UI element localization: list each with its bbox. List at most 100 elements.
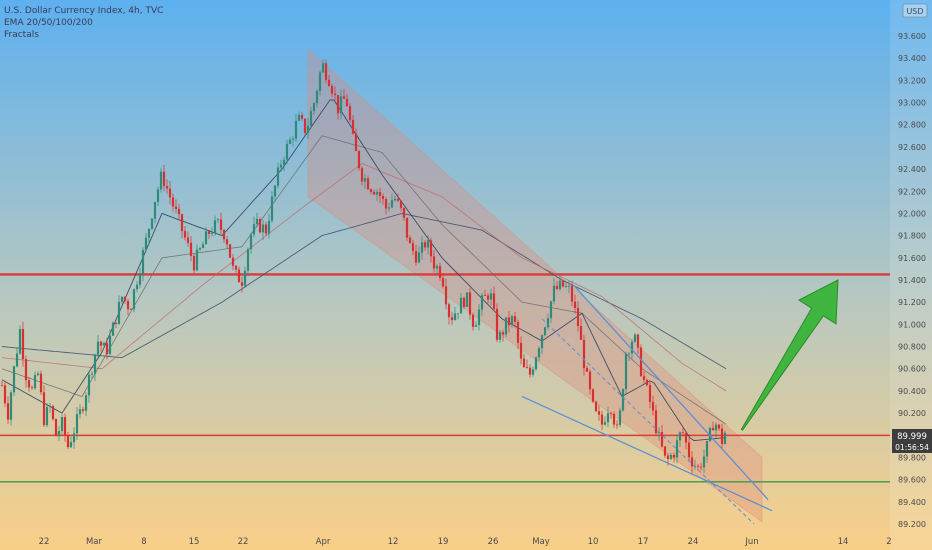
candle-body: [273, 185, 277, 197]
x-tick-label: 17: [638, 537, 649, 547]
candle-body: [576, 307, 580, 326]
x-tick-label: 8: [141, 537, 146, 547]
candle-body: [210, 232, 214, 234]
candle-body: [528, 367, 532, 375]
candle-body: [87, 374, 91, 396]
candle-body: [282, 159, 286, 165]
candle-body: [27, 380, 31, 388]
candle: [366, 175, 370, 190]
candle: [486, 292, 490, 304]
candle-body: [603, 422, 607, 425]
x-tick-label: May: [532, 537, 550, 547]
candle: [258, 217, 262, 234]
candle: [279, 160, 283, 172]
candle-body: [339, 96, 343, 114]
candle: [354, 128, 358, 152]
candle: [411, 239, 415, 256]
candle: [96, 334, 100, 359]
candle: [627, 351, 631, 362]
x-tick-label: 26: [488, 537, 499, 547]
candle-body: [582, 339, 586, 369]
candle-body: [570, 285, 574, 302]
current-price-label: 89.999: [897, 432, 927, 442]
candle: [498, 329, 502, 343]
candle: [603, 416, 607, 426]
candle: [597, 404, 601, 421]
candle-body: [435, 266, 439, 269]
candle: [723, 430, 727, 445]
candle: [57, 425, 61, 442]
candle-body: [387, 207, 391, 209]
candle-body: [72, 433, 76, 443]
candle-body: [57, 431, 61, 437]
candle-body: [363, 178, 367, 182]
candle-body: [534, 357, 538, 370]
candle-body: [393, 198, 397, 201]
candle: [465, 292, 469, 308]
bullish-projection-arrow[interactable]: [740, 279, 839, 431]
candle-body: [219, 219, 223, 230]
candle: [450, 311, 454, 326]
candle: [654, 404, 658, 436]
candle-body: [159, 171, 163, 190]
candle-body: [315, 90, 319, 104]
candle: [219, 212, 223, 235]
candle-body: [267, 220, 271, 234]
candle: [396, 193, 400, 203]
candle-body: [222, 229, 226, 240]
candle-body: [186, 237, 190, 243]
candle-body: [321, 63, 325, 73]
descending-channel[interactable]: [307, 48, 763, 523]
candle-body: [63, 417, 67, 436]
candle-body: [42, 392, 46, 426]
candle: [114, 322, 118, 329]
wedge-upper-line[interactable]: [573, 285, 769, 501]
y-tick-label: 93.200: [898, 76, 926, 85]
ema-200-line: [1, 213, 727, 370]
candle: [399, 199, 403, 212]
candle: [513, 311, 517, 329]
legend-ema: EMA 20/50/100/200: [4, 18, 93, 28]
candle: [543, 326, 547, 337]
y-tick-label: 92.800: [898, 121, 926, 130]
candle-body: [450, 317, 454, 321]
candle-body: [171, 197, 175, 207]
candle-body: [681, 432, 685, 434]
candle-body: [480, 295, 484, 310]
y-tick-label: 92.000: [898, 209, 926, 218]
candle-body: [510, 316, 514, 326]
candle: [426, 235, 430, 255]
bar-countdown: 01:56:54: [895, 443, 929, 452]
candle-body: [399, 200, 403, 208]
candle: [582, 334, 586, 376]
candle-body: [291, 138, 295, 140]
candle-body: [195, 249, 199, 271]
candle-body: [39, 373, 43, 393]
candle: [576, 301, 580, 332]
candle-body: [708, 427, 712, 442]
candle-body: [411, 243, 415, 251]
candle-body: [699, 466, 703, 468]
candle: [363, 174, 367, 189]
wedge-mid-dashed-line[interactable]: [541, 318, 755, 525]
currency-badge[interactable]: USD: [902, 3, 928, 18]
candle: [567, 280, 571, 293]
candle-body: [114, 322, 118, 324]
candle-body: [252, 224, 256, 235]
candle-body: [174, 206, 178, 209]
x-tick-label: Jun: [744, 537, 758, 547]
candle-body: [336, 95, 340, 114]
candle-body: [561, 280, 565, 287]
candle: [297, 111, 301, 122]
wedge-lower-line[interactable]: [521, 395, 773, 512]
price-axis-panel: [890, 0, 932, 550]
candle: [447, 302, 451, 325]
candle: [390, 193, 394, 209]
candle-body: [378, 191, 382, 197]
candle-body: [69, 442, 73, 448]
candle-body: [420, 242, 424, 253]
candle: [663, 446, 667, 459]
candle-body: [108, 335, 112, 354]
candle: [210, 227, 214, 237]
